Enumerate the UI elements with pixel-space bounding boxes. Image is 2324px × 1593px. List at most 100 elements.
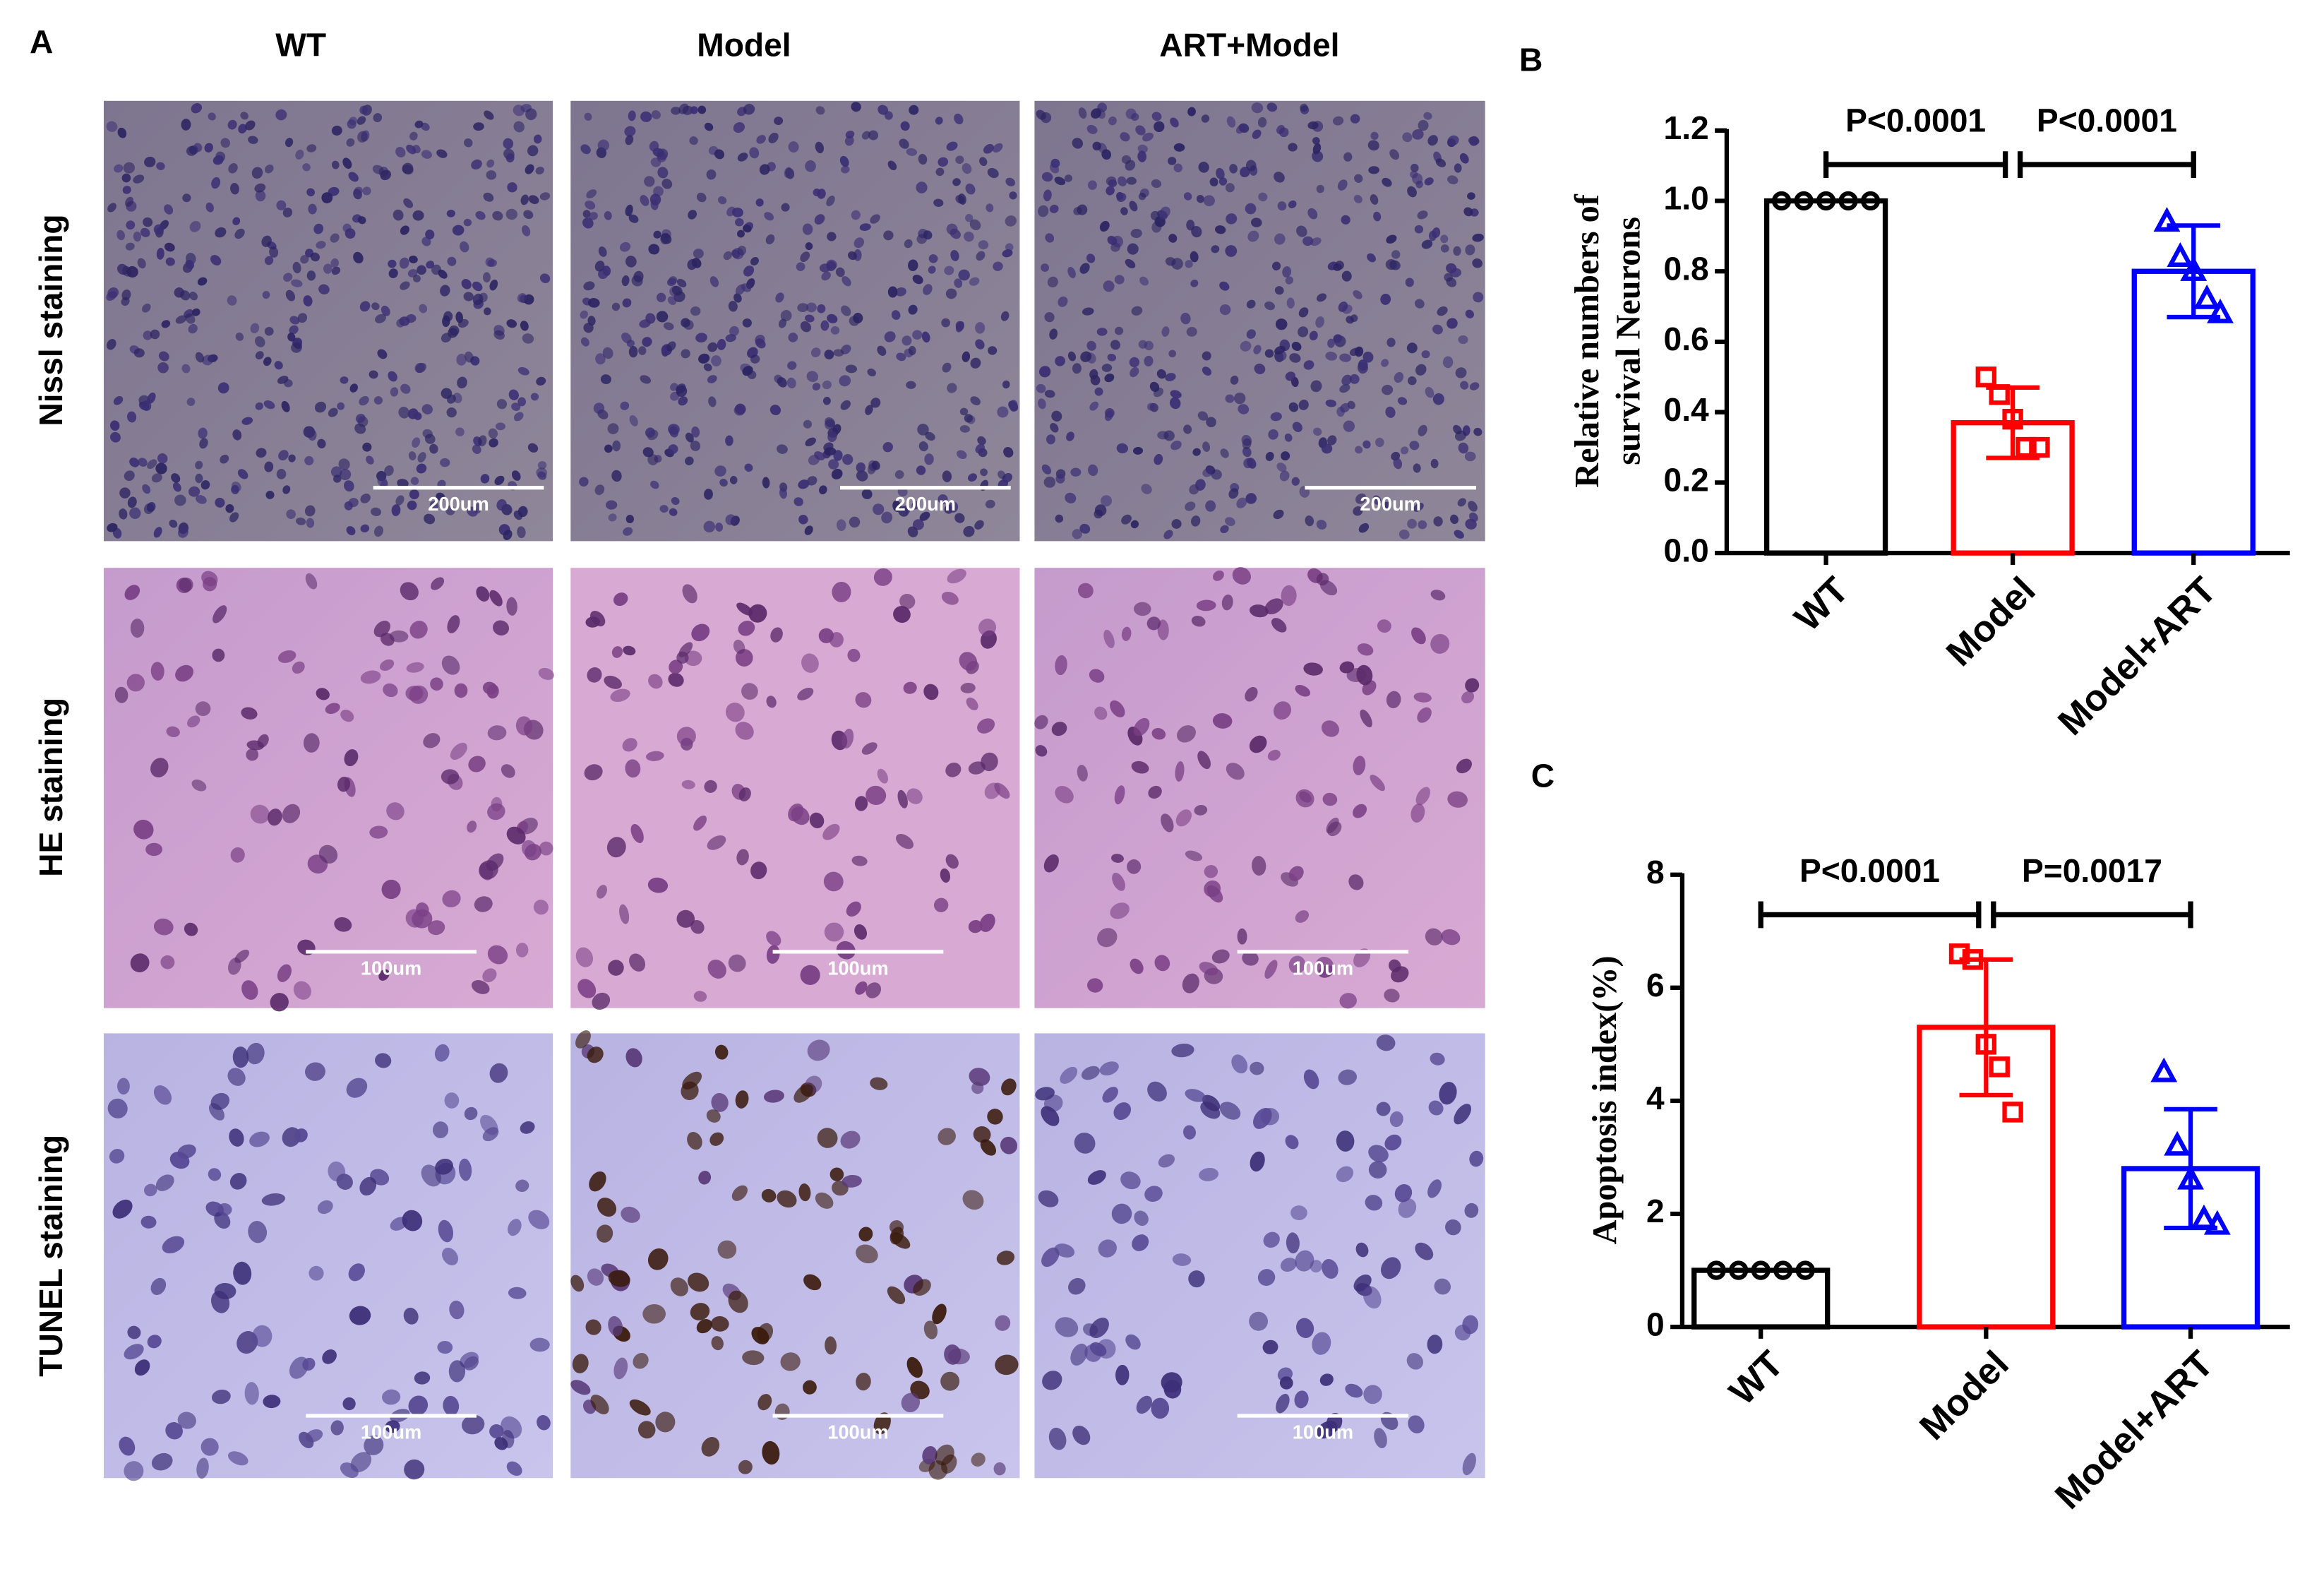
cell (180, 290, 191, 301)
cell (988, 346, 998, 355)
data-point (2177, 1164, 2204, 1190)
cell (1288, 143, 1298, 152)
cell (731, 1185, 748, 1201)
cell (127, 411, 137, 423)
cell (1375, 437, 1384, 448)
cell (947, 1348, 970, 1365)
cell (1168, 234, 1178, 243)
cell (328, 407, 338, 417)
cell (291, 342, 302, 353)
cell (630, 823, 644, 843)
cell (184, 922, 198, 936)
cell (824, 922, 844, 942)
cell (1245, 686, 1258, 702)
cell (1303, 360, 1314, 370)
cell (819, 485, 827, 495)
cell (536, 376, 546, 386)
cell (1339, 993, 1357, 1009)
cell (849, 516, 861, 528)
cell (1108, 116, 1117, 126)
cell (408, 1395, 429, 1416)
cell (781, 203, 790, 212)
cell (307, 429, 317, 441)
cell (496, 499, 507, 511)
cell (853, 312, 863, 323)
cell (1135, 125, 1146, 136)
cell (689, 136, 698, 145)
cell (883, 230, 894, 241)
cell (380, 633, 395, 646)
cell (429, 501, 439, 511)
cell (1228, 488, 1239, 499)
cell (1372, 495, 1382, 506)
cell (265, 491, 275, 499)
cell (1337, 179, 1348, 191)
cell (517, 397, 527, 407)
cell (1296, 1318, 1314, 1338)
cell (870, 1077, 888, 1090)
cell (229, 1128, 244, 1147)
cell (211, 177, 221, 189)
cell (1108, 179, 1118, 188)
cell (166, 726, 180, 738)
cell (195, 701, 211, 716)
cell (285, 138, 294, 148)
cell (1406, 1353, 1423, 1370)
cell (195, 352, 205, 363)
cell (282, 208, 293, 217)
cell (1382, 384, 1394, 395)
cell (865, 785, 887, 805)
cell (1092, 141, 1102, 151)
cell (826, 196, 835, 207)
cell (508, 1219, 522, 1236)
cell (254, 183, 266, 193)
cell (1341, 215, 1350, 225)
cell (1458, 335, 1468, 345)
cell (1106, 186, 1115, 196)
cell (337, 402, 345, 410)
cell (399, 257, 409, 269)
cell (1302, 236, 1314, 246)
cell (1281, 585, 1297, 607)
cell (1055, 356, 1065, 366)
cell (588, 212, 598, 220)
y-tick-label: 1.0 (1664, 180, 1709, 217)
cell (911, 501, 920, 510)
cell (735, 1090, 749, 1109)
cell (1268, 429, 1278, 440)
cell (671, 496, 680, 505)
cell (1442, 356, 1454, 369)
cell (957, 450, 967, 460)
cell (1154, 453, 1163, 465)
cell (322, 1349, 337, 1364)
cell (647, 1248, 669, 1270)
cell (252, 1325, 272, 1347)
cell (590, 1395, 609, 1414)
cell (715, 523, 724, 532)
cell (825, 417, 836, 428)
cell (969, 277, 980, 286)
cell (756, 135, 766, 144)
cell (1264, 301, 1275, 311)
cell (539, 273, 551, 283)
cell (938, 157, 949, 167)
cell (570, 1275, 585, 1292)
cell (300, 255, 309, 264)
cell (1300, 103, 1308, 112)
cell (147, 392, 156, 404)
cell (637, 1421, 656, 1439)
cell (923, 684, 939, 700)
p-value: P<0.0001 (2037, 102, 2177, 139)
cell (1257, 117, 1267, 128)
cell (1127, 859, 1142, 874)
cell (1377, 619, 1391, 633)
cell (220, 454, 229, 464)
cell (1277, 201, 1287, 211)
cell (1149, 381, 1160, 393)
cell (359, 105, 368, 114)
cell (594, 261, 605, 272)
cell (1380, 293, 1391, 305)
cell (1362, 440, 1371, 449)
cell (640, 375, 652, 384)
cell (414, 120, 424, 129)
